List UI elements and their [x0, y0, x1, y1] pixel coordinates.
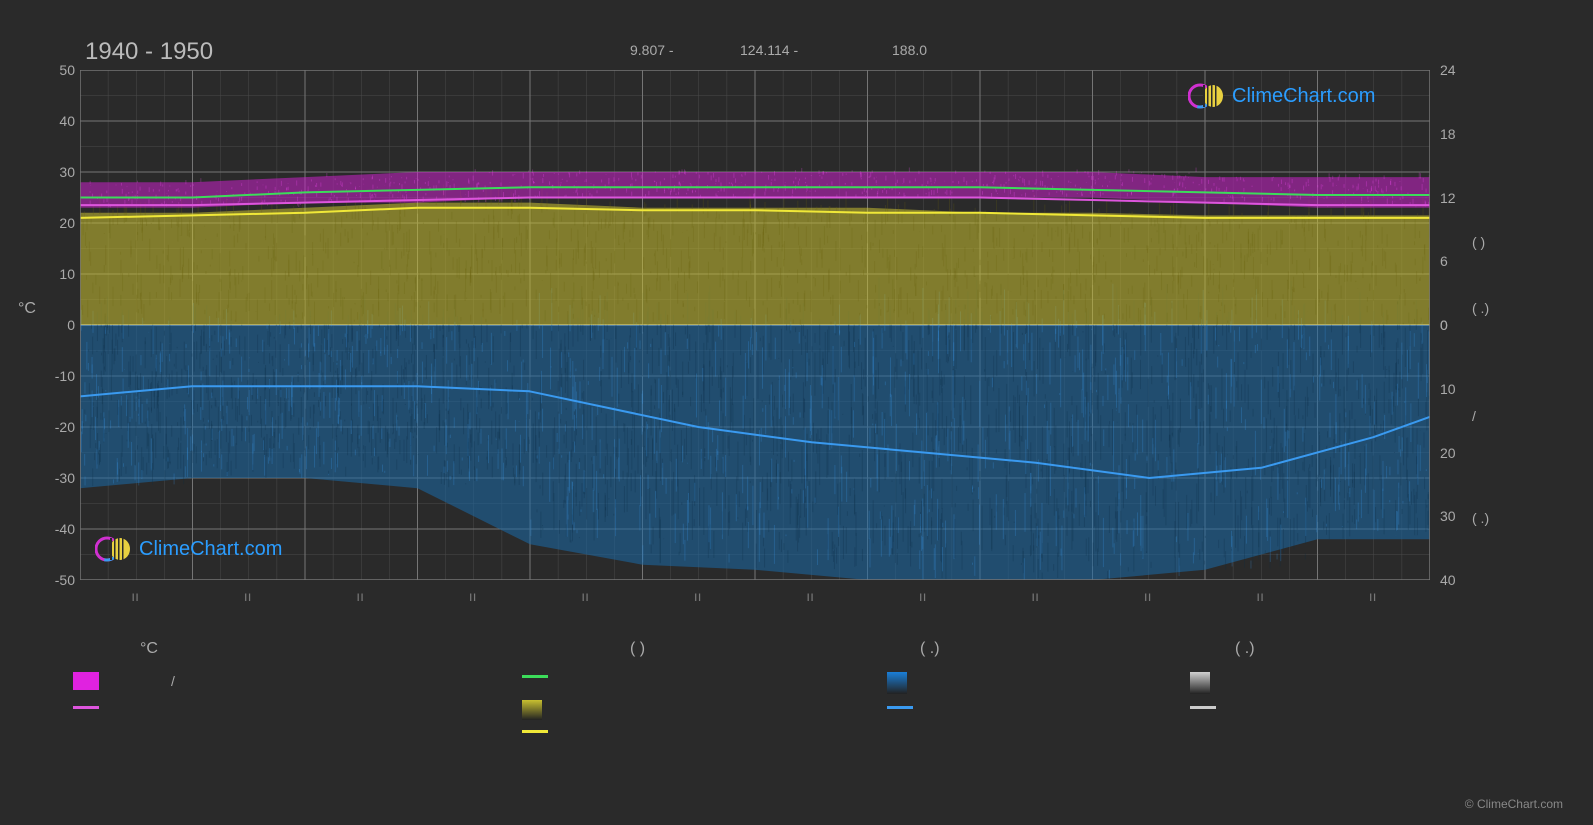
legend-swatch [73, 706, 99, 709]
y-right-tick: 10 [1440, 381, 1456, 397]
x-tick: ıı [919, 588, 927, 604]
legend-swatch [887, 672, 907, 694]
meta-elev: 188.0 [892, 42, 927, 58]
climate-chart-container: 1940 - 1950 9.807 - 124.114 - 188.0 °C C… [0, 0, 1593, 825]
y-axis-left-label: °C [18, 300, 36, 318]
legend-swatch [1190, 706, 1216, 709]
y-left-tick: 40 [45, 113, 75, 129]
watermark-top: ClimeChart.com [1188, 82, 1375, 110]
y-left-tick: 0 [45, 317, 75, 333]
legend-swatch [522, 675, 548, 678]
legend-item [887, 706, 985, 709]
y-right-tick: 40 [1440, 572, 1456, 588]
y-left-tick: -10 [45, 368, 75, 384]
watermark-bottom: ClimeChart.com [95, 535, 282, 563]
x-tick: ıı [131, 588, 139, 604]
legend-header-4: ( .) [1235, 640, 1255, 658]
legend-swatch [73, 672, 99, 690]
chart-svg [80, 70, 1430, 580]
chart-plot-area [80, 70, 1430, 580]
x-tick: ıı [1144, 588, 1152, 604]
watermark-text: ClimeChart.com [1232, 85, 1375, 108]
y-left-tick: -40 [45, 521, 75, 537]
footer-copyright: © ClimeChart.com [1465, 797, 1563, 811]
legend-swatch [522, 730, 548, 733]
y-right-tick: 18 [1440, 126, 1456, 142]
y-right-tick: 12 [1440, 190, 1456, 206]
y-left-tick: -30 [45, 470, 75, 486]
y-right-tick: 24 [1440, 62, 1456, 78]
legend-item [887, 672, 979, 694]
y-right-tick: 30 [1440, 508, 1456, 524]
y-left-tick: 10 [45, 266, 75, 282]
legend-item [73, 706, 171, 709]
legend-header-1: °C [140, 640, 158, 658]
legend-item [522, 700, 614, 720]
x-tick: ıı [581, 588, 589, 604]
x-tick: ıı [469, 588, 477, 604]
legend-swatch [522, 700, 542, 720]
legend-item [522, 730, 620, 733]
y-right-unit: ( .) [1472, 510, 1489, 526]
y-right-unit: ( ) [1472, 234, 1485, 250]
legend-swatch [887, 706, 913, 709]
meta-lon: 124.114 - [740, 42, 798, 58]
chart-title: 1940 - 1950 [85, 38, 213, 66]
legend-item [522, 675, 620, 678]
legend-header-2: ( ) [630, 640, 645, 658]
y-right-unit: / [1472, 408, 1476, 424]
x-tick: ıı [1369, 588, 1377, 604]
y-right-tick: 20 [1440, 445, 1456, 461]
watermark-text: ClimeChart.com [139, 538, 282, 561]
legend-item [1190, 672, 1282, 694]
legend-label: / [171, 673, 175, 689]
legend-item [1190, 706, 1288, 709]
x-tick: ıı [356, 588, 364, 604]
y-left-tick: 30 [45, 164, 75, 180]
x-tick: ıı [1256, 588, 1264, 604]
y-left-tick: 50 [45, 62, 75, 78]
y-right-unit: ( .) [1472, 300, 1489, 316]
x-tick: ıı [244, 588, 252, 604]
y-left-tick: -20 [45, 419, 75, 435]
y-left-tick: -50 [45, 572, 75, 588]
legend-header-3: ( .) [920, 640, 940, 658]
x-tick: ıı [694, 588, 702, 604]
meta-lat: 9.807 - [630, 42, 674, 58]
legend-item: / [73, 672, 175, 690]
x-tick: ıı [1031, 588, 1039, 604]
y-left-tick: 20 [45, 215, 75, 231]
x-tick: ıı [806, 588, 814, 604]
legend-swatch [1190, 672, 1210, 694]
y-right-tick: 6 [1440, 253, 1448, 269]
y-right-tick: 0 [1440, 317, 1448, 333]
